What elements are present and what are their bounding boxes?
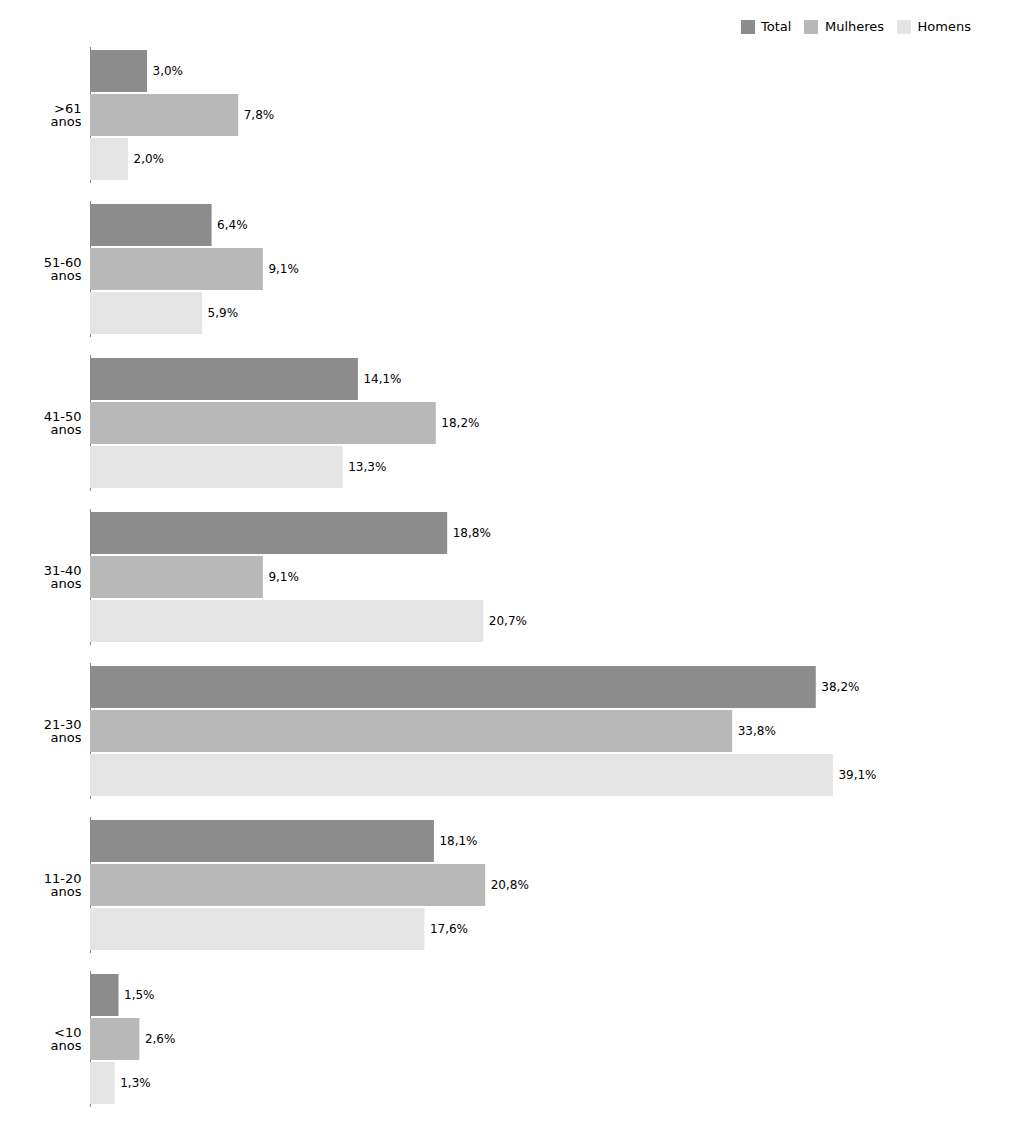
- svg-text:11-20anos: 11-20anos: [44, 871, 82, 899]
- svg-text:1,3%: 1,3%: [120, 1076, 151, 1090]
- svg-text:33,8%: 33,8%: [738, 724, 776, 738]
- svg-text:21-30anos: 21-30anos: [44, 717, 82, 745]
- svg-text:7,8%: 7,8%: [244, 108, 275, 122]
- svg-text:6,4%: 6,4%: [217, 218, 248, 232]
- svg-text:41-50anos: 41-50anos: [44, 409, 82, 437]
- svg-text:13,3%: 13,3%: [348, 460, 386, 474]
- svg-text:38,2%: 38,2%: [821, 680, 859, 694]
- svg-text:39,1%: 39,1%: [838, 768, 876, 782]
- svg-text:1,5%: 1,5%: [124, 988, 155, 1002]
- svg-text:18,8%: 18,8%: [453, 526, 491, 540]
- svg-text:20,8%: 20,8%: [491, 878, 529, 892]
- svg-text:31-40anos: 31-40anos: [44, 563, 82, 591]
- svg-text:17,6%: 17,6%: [430, 922, 468, 936]
- svg-text:9,1%: 9,1%: [268, 262, 299, 276]
- svg-text:>61anos: >61anos: [51, 101, 82, 129]
- svg-text:3,0%: 3,0%: [153, 64, 184, 78]
- svg-text:51-60anos: 51-60anos: [44, 255, 82, 283]
- svg-text:2,6%: 2,6%: [145, 1032, 176, 1046]
- svg-text:14,1%: 14,1%: [363, 372, 401, 386]
- svg-text:18,2%: 18,2%: [441, 416, 479, 430]
- svg-text:2,0%: 2,0%: [134, 152, 165, 166]
- html-text:Total: Total: [761, 19, 792, 34]
- svg-text:<10anos: <10anos: [51, 1025, 82, 1053]
- svg-text:9,1%: 9,1%: [268, 570, 299, 584]
- html-text:Mulheres: Mulheres: [825, 19, 885, 34]
- svg-text:20,7%: 20,7%: [489, 614, 527, 628]
- svg-text:18,1%: 18,1%: [439, 834, 477, 848]
- html-text:Homens: Homens: [917, 19, 971, 34]
- svg-text:5,9%: 5,9%: [208, 306, 239, 320]
